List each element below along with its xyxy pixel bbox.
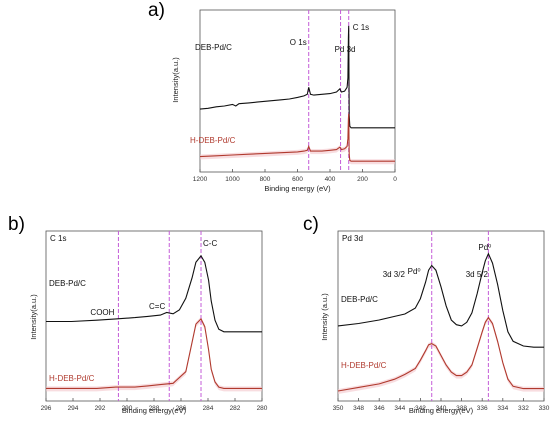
panel-a-xlabel: Binding energy (eV): [264, 184, 331, 193]
panel-a-xtick-label-5: 200: [357, 176, 368, 183]
panel-b-xtick-label-6: 284: [203, 405, 214, 412]
panel-b-series-label-0: DEB-Pd/C: [49, 279, 86, 288]
panel-b-xtick-label-1: 294: [68, 405, 79, 412]
panel-b-xlabel: Binding energy(eV): [122, 406, 187, 415]
panel-b-annotation-1: C=C: [149, 302, 165, 311]
panel-c-xtick-label-9: 332: [518, 405, 529, 412]
panel-b-xtick-label-4: 288: [149, 405, 160, 412]
panel-c-xtick-label-8: 334: [497, 405, 508, 412]
panel-c-annotation-2: 3d 3/2: [383, 270, 406, 279]
panel-b-series-deb-line: [46, 254, 262, 333]
panel-b-series-label-1: H-DEB-Pd/C: [49, 374, 95, 383]
panel-b-title: C 1s: [50, 234, 66, 243]
panel-c-title: Pd 3d: [342, 234, 363, 243]
panel-a-letter: a): [148, 0, 165, 21]
panel-c-series-label-1: H-DEB-Pd/C: [341, 361, 387, 370]
panel-b-xtick-label-0: 296: [41, 405, 52, 412]
panel-a-annotation-2: C 1s: [353, 23, 369, 32]
panel-c-xtick-label-7: 336: [477, 405, 488, 412]
panel-c-frame: [337, 230, 545, 402]
panel-c-ylabel: Intensity (a.u.): [320, 293, 329, 341]
panel-a-series-label-1: H-DEB-Pd/C: [190, 136, 236, 145]
panel-c-series-h-deb-line: [337, 316, 544, 392]
panel-c-letter: c): [303, 214, 319, 235]
panel-c-xtick-label-1: 348: [353, 405, 364, 412]
panel-c-xtick-label-2: 346: [374, 405, 385, 412]
panel-a-ylabel: Intensity(a.u.): [171, 57, 180, 103]
panel-c-annotation-1: Pd⁰: [478, 243, 491, 252]
panel-c-annotation-0: Pd⁰: [408, 267, 421, 276]
panel-c-xlabel: Binding energy(eV): [409, 406, 474, 415]
panel-b-xtick-label-8: 280: [257, 405, 268, 412]
panel-c-xtick-label-10: 330: [539, 405, 550, 412]
panel-b-annotation-2: C-C: [203, 239, 217, 248]
panel-c-annotation-3: 3d 5/2: [466, 270, 489, 279]
panel-b-ylabel: Intensity(a.u.): [29, 294, 38, 340]
panel-a-xtick-label-1: 1000: [225, 176, 240, 183]
panel-a-annotation-1: Pd 3d: [335, 45, 356, 54]
panel-b-letter: b): [8, 214, 25, 235]
panel-a-series-h-deb-line: [199, 113, 395, 162]
panel-c-series-label-0: DEB-Pd/C: [341, 295, 378, 304]
panel-a-xtick-label-4: 400: [325, 176, 336, 183]
panel-c-xtick-label-5: 340: [436, 405, 447, 412]
panel-c-xtick-label-3: 344: [394, 405, 405, 412]
panel-b-series-h-deb-line: [46, 317, 262, 389]
panel-a-red-band: [200, 111, 395, 165]
panel-a-series-deb-line: [199, 25, 395, 129]
panel-b-xtick-label-5: 286: [176, 405, 187, 412]
panel-c-xtick-label-0: 350: [333, 405, 344, 412]
panel-c-xtick-label-4: 342: [415, 405, 426, 412]
panel-b-xtick-label-3: 290: [122, 405, 133, 412]
panel-a-annotation-0: O 1s: [290, 38, 307, 47]
panel-c-series-deb-line: [337, 252, 544, 348]
panel-a-xtick-label-3: 600: [292, 176, 303, 183]
panel-a-frame: [199, 9, 396, 173]
panel-b-xtick-label-7: 282: [230, 405, 241, 412]
panel-c-xtick-label-6: 338: [456, 405, 467, 412]
panel-b-xtick-label-2: 292: [95, 405, 106, 412]
panel-a-series-label-0: DEB-Pd/C: [195, 43, 232, 52]
panel-b-annotation-0: COOH: [90, 308, 114, 317]
panel-a-xtick-label-0: 1200: [193, 176, 208, 183]
panel-a-xtick-label-6: 0: [393, 176, 397, 183]
panel-a-xtick-label-2: 800: [260, 176, 271, 183]
